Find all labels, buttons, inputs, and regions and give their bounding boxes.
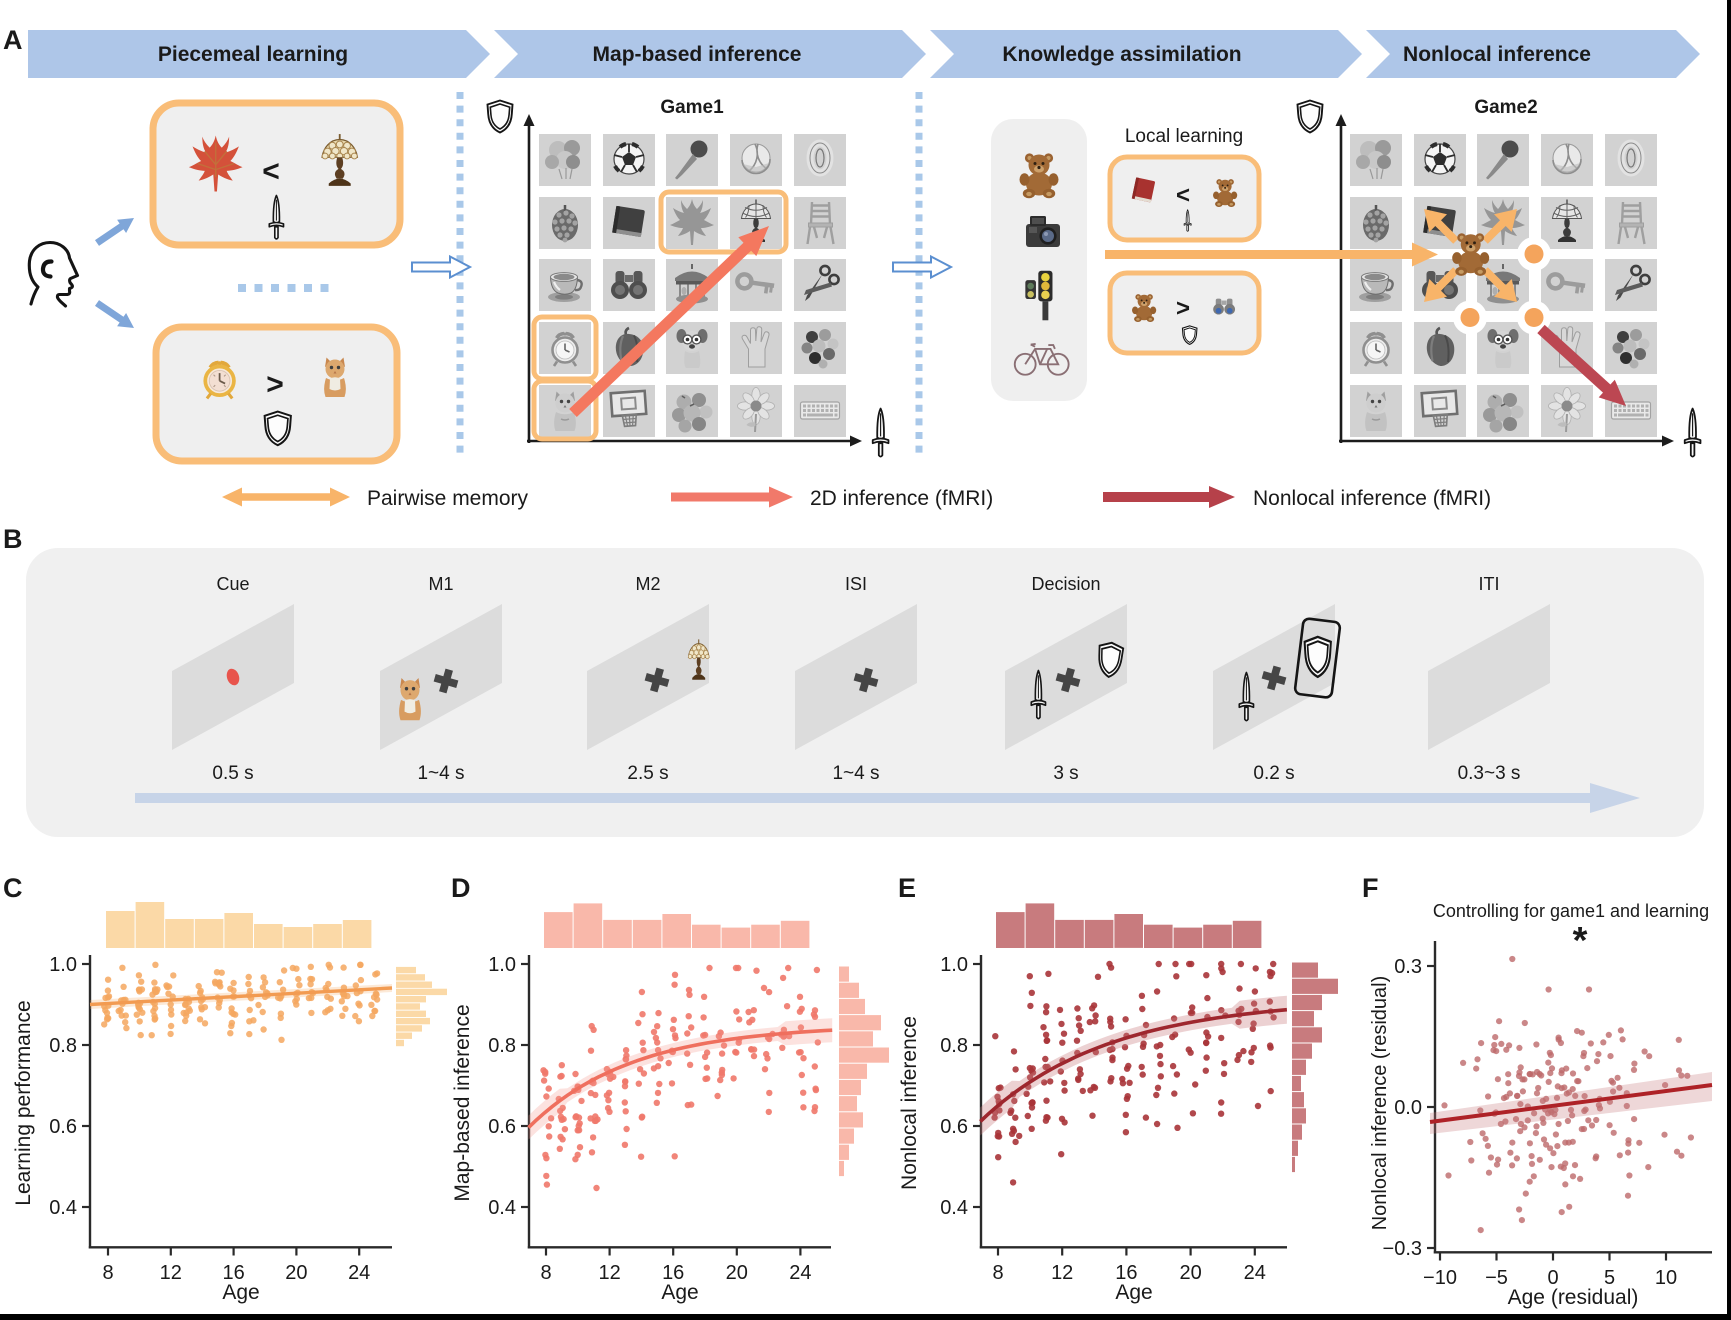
svg-text:ITI: ITI	[1479, 574, 1500, 594]
svg-text:Game2: Game2	[1474, 97, 1537, 118]
svg-text:0.4: 0.4	[488, 1197, 516, 1219]
svg-text:−5: −5	[1485, 1267, 1508, 1289]
svg-text:0.3: 0.3	[1394, 956, 1422, 978]
svg-text:1.0: 1.0	[940, 954, 968, 976]
svg-text:16: 16	[222, 1262, 244, 1284]
svg-text:0.8: 0.8	[488, 1035, 516, 1057]
svg-text:0.6: 0.6	[49, 1116, 77, 1138]
svg-text:1~4 s: 1~4 s	[832, 763, 879, 784]
svg-text:24: 24	[1244, 1262, 1266, 1284]
svg-text:0.8: 0.8	[49, 1035, 77, 1057]
svg-text:8: 8	[102, 1262, 113, 1284]
svg-text:0.4: 0.4	[49, 1197, 77, 1219]
svg-text:M1: M1	[428, 574, 453, 594]
svg-text:10: 10	[1655, 1267, 1677, 1289]
svg-text:Age (residual): Age (residual)	[1508, 1286, 1639, 1309]
svg-text:2.5 s: 2.5 s	[627, 763, 668, 784]
svg-text:Nonlocal inference: Nonlocal inference	[1403, 43, 1591, 66]
svg-text:Game1: Game1	[660, 97, 724, 118]
svg-text:Learning performance: Learning performance	[12, 1000, 35, 1205]
svg-text:20: 20	[285, 1262, 307, 1284]
svg-text:0.3~3 s: 0.3~3 s	[1458, 763, 1521, 784]
svg-text:24: 24	[348, 1262, 370, 1284]
svg-text:24: 24	[789, 1262, 811, 1284]
svg-text:M2: M2	[635, 574, 660, 594]
svg-text:Nonlocal inference (fMRI): Nonlocal inference (fMRI)	[1253, 487, 1491, 510]
svg-text:Map-based inference: Map-based inference	[451, 1004, 474, 1201]
svg-text:1.0: 1.0	[49, 954, 77, 976]
svg-text:8: 8	[540, 1262, 551, 1284]
svg-text:Controlling for game1 and lear: Controlling for game1 and learning	[1433, 901, 1709, 921]
svg-text:>: >	[1176, 295, 1190, 322]
svg-text:Local learning: Local learning	[1125, 126, 1243, 147]
svg-text:8: 8	[992, 1262, 1003, 1284]
svg-text:<: <	[262, 155, 280, 188]
svg-text:0.0: 0.0	[1394, 1097, 1422, 1119]
svg-text:−10: −10	[1423, 1267, 1457, 1289]
svg-text:<: <	[1176, 182, 1190, 209]
svg-text:2D inference (fMRI): 2D inference (fMRI)	[810, 487, 993, 510]
svg-text:16: 16	[662, 1262, 684, 1284]
svg-text:D: D	[451, 873, 471, 903]
svg-text:0.2 s: 0.2 s	[1253, 763, 1294, 784]
svg-text:Piecemeal learning: Piecemeal learning	[158, 43, 348, 66]
svg-text:Decision: Decision	[1031, 574, 1100, 594]
svg-text:Nonlocal inference (residual): Nonlocal inference (residual)	[1369, 976, 1391, 1231]
svg-text:Nonlocal inference: Nonlocal inference	[898, 1016, 921, 1190]
svg-text:ISI: ISI	[845, 574, 867, 594]
svg-text:E: E	[898, 873, 916, 903]
svg-text:0: 0	[1547, 1267, 1558, 1289]
svg-text:Knowledge assimilation: Knowledge assimilation	[1002, 43, 1241, 66]
svg-text:Age: Age	[1115, 1281, 1152, 1304]
svg-text:Map-based inference: Map-based inference	[593, 43, 802, 66]
svg-text:*: *	[1573, 920, 1588, 962]
svg-text:12: 12	[598, 1262, 620, 1284]
svg-text:5: 5	[1604, 1267, 1615, 1289]
svg-text:A: A	[3, 25, 23, 55]
svg-text:16: 16	[1115, 1262, 1137, 1284]
svg-text:12: 12	[1051, 1262, 1073, 1284]
svg-text:C: C	[3, 873, 23, 903]
svg-text:Age: Age	[222, 1281, 259, 1304]
svg-text:Pairwise memory: Pairwise memory	[367, 487, 529, 510]
svg-text:0.8: 0.8	[940, 1035, 968, 1057]
svg-text:>: >	[266, 368, 284, 401]
svg-text:0.5 s: 0.5 s	[212, 763, 253, 784]
svg-text:0.6: 0.6	[940, 1116, 968, 1138]
svg-text:1~4 s: 1~4 s	[417, 763, 464, 784]
svg-text:0.6: 0.6	[488, 1116, 516, 1138]
svg-text:F: F	[1362, 873, 1379, 903]
svg-text:Cue: Cue	[216, 574, 249, 594]
svg-text:20: 20	[1179, 1262, 1201, 1284]
svg-text:−0.3: −0.3	[1383, 1238, 1422, 1260]
svg-text:Age: Age	[661, 1281, 698, 1304]
svg-text:B: B	[3, 524, 23, 554]
svg-text:3 s: 3 s	[1053, 763, 1078, 784]
svg-text:0.4: 0.4	[940, 1197, 968, 1219]
svg-text:12: 12	[160, 1262, 182, 1284]
svg-text:20: 20	[726, 1262, 748, 1284]
svg-text:1.0: 1.0	[488, 954, 516, 976]
